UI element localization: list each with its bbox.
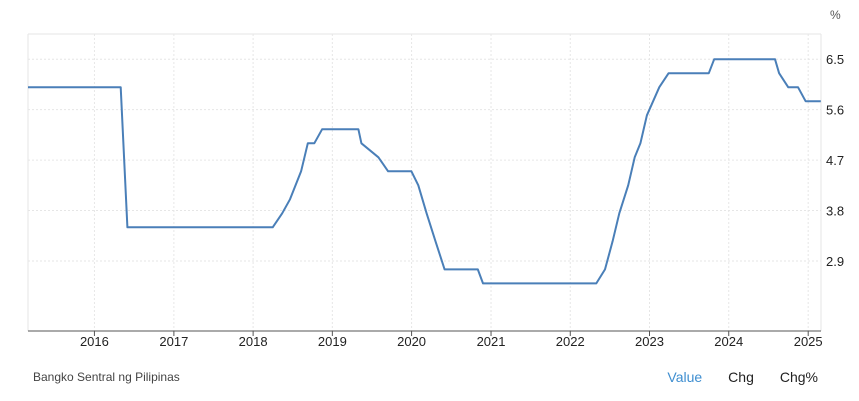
tab-chg-percent[interactable]: Chg%: [779, 369, 818, 385]
y-tick-label: 4.7: [826, 153, 844, 168]
grid-lines: [27, 33, 822, 331]
tab-chg[interactable]: Chg: [728, 369, 754, 385]
y-tick-label: 5.6: [826, 103, 844, 118]
y-tick-label: 3.8: [826, 204, 844, 219]
series-line[interactable]: [28, 58, 821, 285]
x-tick-label: 2021: [477, 334, 506, 349]
x-tick-label: 2025: [794, 334, 823, 349]
x-tick-label: 2022: [556, 334, 585, 349]
tab-value[interactable]: Value: [667, 369, 703, 385]
x-tick-label: 2016: [80, 334, 109, 349]
y-tick-label: 6.5: [826, 52, 844, 67]
x-tick-label: 2024: [714, 334, 743, 349]
x-tick-label: 2020: [397, 334, 426, 349]
x-axis-labels: 2016 2017 2018 2019 2020 2021 2022 2023 2024 2025: [80, 334, 823, 349]
y-tick-label: 2.9: [826, 254, 844, 269]
source-label: Bangko Sentral ng Pilipinas: [33, 370, 180, 384]
x-tick-label: 2017: [159, 334, 188, 349]
line-chart: 2.9 3.8 4.7 5.6 6.5 2016 2017 2018 2019 2020 2021…: [27, 8, 844, 349]
x-tick-label: 2018: [239, 334, 268, 349]
axes: [28, 330, 821, 336]
x-tick-label: 2023: [635, 334, 664, 349]
view-tabs: Value Chg Chg%: [641, 369, 818, 385]
y-axis-labels: 2.9 3.8 4.7 5.6 6.5: [826, 52, 844, 269]
unit-label: %: [830, 8, 841, 22]
x-tick-label: 2019: [318, 334, 347, 349]
